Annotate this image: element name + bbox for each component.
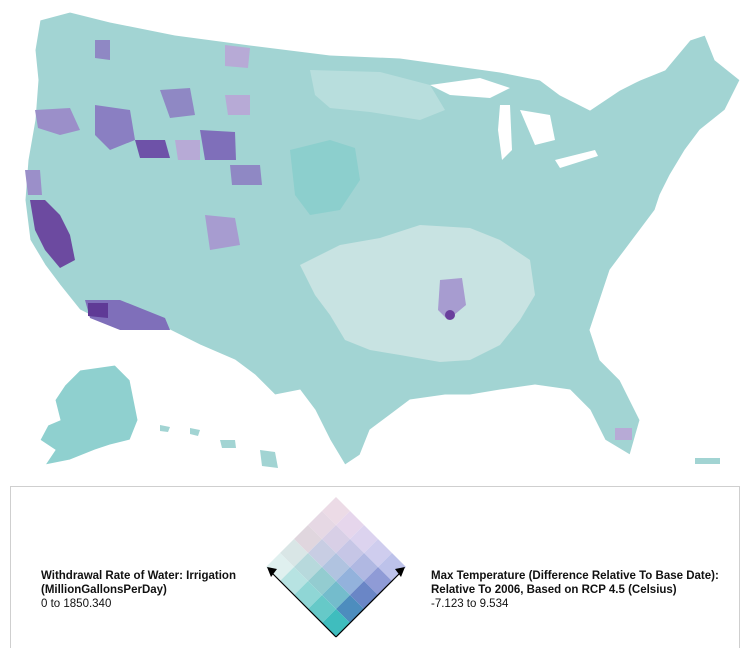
purple-utah xyxy=(175,140,200,160)
purple-idaho xyxy=(200,130,236,160)
legend-panel: Withdrawal Rate of Water: Irrigation (Mi… xyxy=(10,486,740,648)
legend-right-title-line2: Relative To 2006, Based on RCP 4.5 (Cels… xyxy=(431,584,677,596)
purple-oklahoma xyxy=(438,278,466,320)
legend-left-arrow-line xyxy=(270,571,337,638)
legend-left-title-line2: (MillionGallonsPerDay) xyxy=(41,584,167,596)
alaska-shape xyxy=(39,364,139,466)
purple-oklahoma-dot xyxy=(445,310,455,320)
lake-huron xyxy=(520,110,555,145)
pale-central-region xyxy=(300,225,535,362)
right-arrowhead-icon xyxy=(395,567,405,577)
lake-michigan xyxy=(498,105,512,160)
light-plains-region xyxy=(310,70,445,120)
purple-nw-1 xyxy=(35,108,80,135)
lake-superior xyxy=(430,78,510,98)
left-arrowhead-icon xyxy=(267,567,277,577)
us-map-svg xyxy=(24,11,741,468)
puerto-rico xyxy=(695,458,720,464)
legend-left-range: 0 to 1850.340 xyxy=(41,598,112,610)
purple-california-north xyxy=(25,170,42,195)
purple-florida xyxy=(615,428,632,440)
purple-arizona-dark xyxy=(88,303,108,318)
legend-grid-cells xyxy=(266,497,406,637)
purple-california-valley xyxy=(30,200,75,268)
choropleth-map xyxy=(24,11,741,468)
legend-right-title-line1: Max Temperature (Difference Relative To … xyxy=(431,570,719,582)
hawaii-islands xyxy=(160,425,278,468)
legend-arrows xyxy=(270,571,402,638)
purple-wy xyxy=(225,95,250,115)
purple-nw-6 xyxy=(95,40,110,60)
lake-erie xyxy=(555,150,598,168)
purple-nw-5 xyxy=(225,45,250,68)
legend-left-title-line1: Withdrawal Rate of Water: Irrigation xyxy=(41,570,236,582)
purple-nw-2 xyxy=(95,105,135,150)
legend-right-range: -7.123 to 9.534 xyxy=(431,598,509,610)
purple-nw-4 xyxy=(160,88,195,118)
bivariate-legend-grid xyxy=(266,497,406,638)
purple-nv xyxy=(205,215,240,250)
purple-col xyxy=(230,165,262,185)
legend-left-variable: Withdrawal Rate of Water: Irrigation (Mi… xyxy=(41,569,271,611)
purple-nw-3 xyxy=(135,140,170,158)
legend-right-variable: Max Temperature (Difference Relative To … xyxy=(431,569,741,611)
teal-north-central xyxy=(290,140,360,215)
legend-right-arrow-line xyxy=(335,571,402,638)
